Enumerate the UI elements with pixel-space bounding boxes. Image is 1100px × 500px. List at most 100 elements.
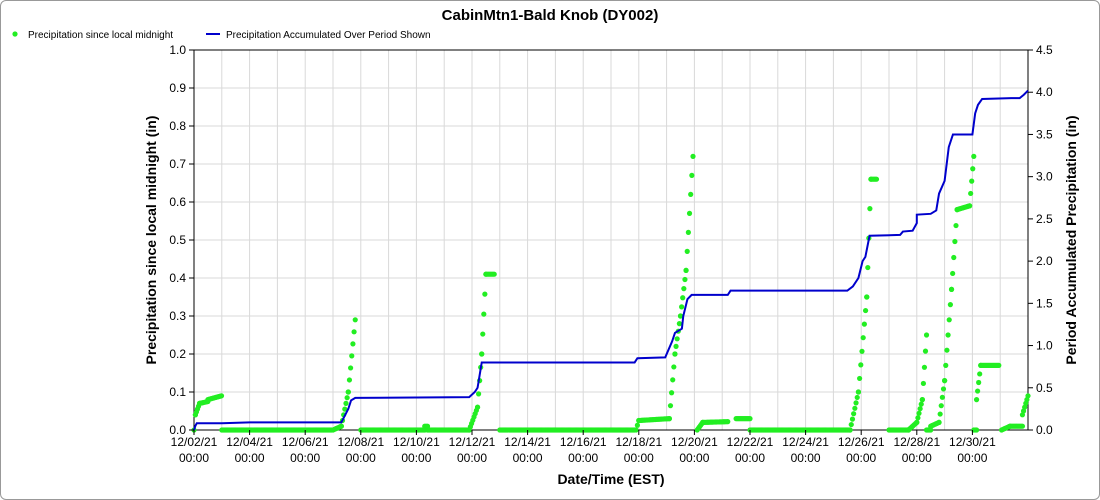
- x-tick-label-time: 00:00: [179, 451, 209, 465]
- x-tick-label-date: 12/10/21: [393, 435, 440, 449]
- precip-marker: [946, 317, 952, 323]
- precip-marker: [350, 341, 356, 347]
- precip-marker: [677, 313, 684, 319]
- x-tick-label-time: 00:00: [624, 451, 654, 465]
- y-tick-label: 0.5: [169, 233, 186, 247]
- precip-marker: [940, 386, 947, 392]
- precip-marker: [686, 210, 693, 216]
- precip-marker: [916, 410, 922, 416]
- precip-marker: [1025, 393, 1031, 399]
- precip-marker: [849, 416, 856, 422]
- precip-marker: [847, 427, 853, 433]
- precip-marker: [936, 419, 942, 425]
- precip-marker: [352, 317, 358, 323]
- precip-marker: [344, 395, 350, 401]
- precip-marker: [855, 389, 862, 395]
- precip-marker: [944, 347, 950, 353]
- precip-marker: [917, 406, 923, 412]
- precip-marker: [667, 403, 674, 409]
- x-tick-label-date: 12/06/21: [282, 435, 329, 449]
- y-tick-label: 0.8: [169, 119, 186, 133]
- y-tick-label: 0.1: [169, 385, 186, 399]
- precip-marker: [666, 416, 672, 422]
- precip-marker: [681, 286, 687, 292]
- precip-marker: [633, 427, 639, 433]
- y2-tick-label: 1.0: [1036, 339, 1053, 353]
- x-tick-label-time: 00:00: [791, 451, 821, 465]
- y2-tick-label: 3.0: [1036, 170, 1053, 184]
- y2-tick-label: 3.5: [1036, 127, 1053, 141]
- precip-marker: [950, 270, 956, 277]
- precip-marker: [218, 393, 225, 399]
- precip-marker: [670, 377, 676, 383]
- chart-title: CabinMtn1-Bald Knob (DY002): [442, 7, 659, 24]
- precip-marker: [947, 302, 953, 308]
- y-tick-label: 1.0: [169, 43, 186, 57]
- precip-marker: [348, 365, 354, 371]
- precip-marker: [480, 331, 486, 337]
- precip-marker: [690, 153, 696, 159]
- x-axis-label: Date/Time (EST): [557, 471, 664, 487]
- precip-marker: [867, 206, 873, 212]
- precip-marker: [345, 389, 351, 395]
- precip-marker: [945, 332, 951, 338]
- precip-marker: [338, 423, 344, 429]
- precip-marker: [971, 153, 977, 159]
- y-tick-label: 0.4: [169, 271, 186, 285]
- y2-tick-label: 0.0: [1036, 423, 1053, 437]
- precip-marker: [854, 394, 860, 401]
- precip-marker: [948, 286, 955, 292]
- precip-marker: [479, 351, 485, 357]
- midnight-precip-markers: [191, 153, 1031, 433]
- x-tick-label-date: 12/14/21: [504, 435, 551, 449]
- y2-axis-ticks: 0.0 0.5 1.0 1.5 2.0 2.5 3.0 3.5 4.0 4.5: [1028, 43, 1053, 437]
- precip-marker: [684, 248, 690, 254]
- y2-tick-label: 4.5: [1036, 43, 1053, 57]
- precip-marker: [673, 343, 679, 349]
- precip-marker: [680, 295, 686, 301]
- precip-marker: [685, 229, 691, 235]
- precip-marker: [996, 362, 1002, 368]
- precip-marker: [918, 401, 924, 407]
- precip-marker: [967, 203, 973, 209]
- x-tick-label-time: 00:00: [513, 451, 543, 465]
- precip-marker: [634, 422, 641, 428]
- y-tick-label: 0.0: [169, 423, 186, 437]
- precip-marker: [491, 271, 497, 277]
- x-tick-label-time: 00:00: [568, 451, 598, 465]
- precip-marker: [943, 362, 949, 368]
- x-tick-label-time: 00:00: [235, 451, 265, 465]
- accumulated-precip-line: [193, 89, 1029, 431]
- precip-marker: [937, 411, 943, 417]
- y-tick-label: 0.3: [169, 309, 186, 323]
- y2-tick-label: 2.5: [1036, 212, 1053, 226]
- y-tick-label: 0.2: [169, 347, 186, 361]
- precip-marker: [968, 190, 974, 197]
- y2-tick-label: 2.0: [1036, 254, 1053, 268]
- precip-marker: [920, 380, 927, 387]
- legend: Precipitation since local midnight Preci…: [12, 30, 431, 41]
- precip-marker: [679, 304, 685, 310]
- precip-marker: [676, 321, 682, 327]
- precip-marker: [952, 238, 958, 245]
- legend-label-accumulated-precip: Precipitation Accumulated Over Period Sh…: [226, 30, 431, 41]
- precip-marker: [951, 254, 957, 261]
- precip-marker: [682, 276, 688, 283]
- precip-marker: [853, 400, 859, 406]
- precip-marker: [865, 264, 871, 271]
- precip-marker: [969, 178, 975, 184]
- y2-axis-label: Period Accumulated Precipitation (in): [1063, 115, 1079, 364]
- precip-marker: [852, 405, 858, 411]
- precip-marker: [939, 394, 945, 400]
- precip-marker: [481, 311, 487, 317]
- y-tick-label: 0.7: [169, 157, 186, 171]
- precip-marker: [861, 321, 867, 327]
- x-tick-label-time: 00:00: [957, 451, 987, 465]
- precip-marker: [671, 364, 677, 370]
- precip-marker: [914, 419, 920, 425]
- precip-marker: [873, 176, 880, 182]
- precip-marker: [860, 335, 866, 341]
- precip-marker: [942, 378, 948, 384]
- precip-marker: [858, 362, 864, 368]
